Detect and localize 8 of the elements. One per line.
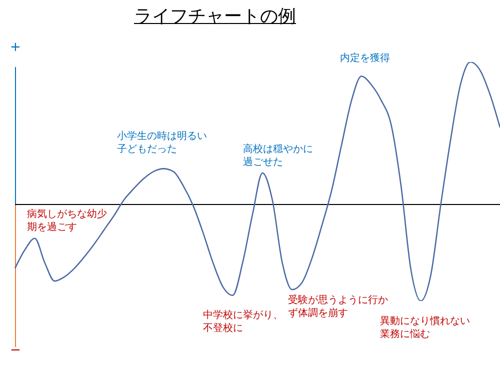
chart-title: ライフチャートの例 <box>133 5 297 28</box>
annotation: 内定を獲得 <box>340 52 391 65</box>
text: + <box>10 40 22 55</box>
annotation: 高校は穏やかに過ごせた <box>243 143 314 169</box>
text: 中学校に挙がり、不登校に <box>203 309 284 335</box>
annotation: 小学生の時は明るい子どもだった <box>117 130 208 156</box>
text: − <box>10 343 22 358</box>
annotation: 病気しがちな幼少期を過ごす <box>27 208 108 234</box>
